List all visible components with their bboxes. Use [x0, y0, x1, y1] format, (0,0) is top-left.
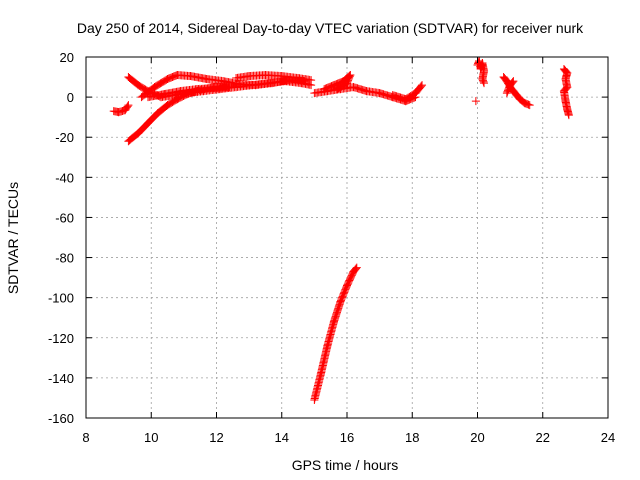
data-point [123, 102, 132, 111]
data-point [351, 264, 360, 273]
data-segment [388, 81, 427, 104]
y-tick-label: -100 [48, 291, 74, 306]
y-tick-label: -20 [55, 130, 74, 145]
data-point [418, 81, 427, 90]
data-segment [320, 71, 355, 94]
grid-lines [86, 57, 608, 418]
data-point [480, 79, 489, 88]
x-tick-label: 12 [209, 430, 223, 445]
data-point [518, 97, 527, 106]
data-point [524, 100, 533, 109]
x-tick-label: 14 [275, 430, 289, 445]
y-tick-label: -160 [48, 411, 74, 426]
x-axis-label: GPS time / hours [292, 457, 399, 473]
data-segment [232, 71, 316, 85]
data-point [471, 97, 480, 106]
data-point [307, 76, 316, 85]
data-segment [143, 83, 234, 102]
data-point [225, 83, 234, 92]
data-segment [559, 65, 573, 120]
data-point [509, 77, 518, 86]
data-point [561, 67, 570, 76]
data-point [351, 265, 360, 274]
y-tick-label: -80 [55, 251, 74, 266]
y-axis-label: SDTVAR / TECUs [5, 182, 21, 294]
x-tick-label: 10 [144, 430, 158, 445]
y-tick-label: 20 [60, 50, 74, 65]
y-tick-label: 0 [67, 90, 74, 105]
data-point [561, 85, 570, 94]
x-tick-label: 18 [405, 430, 419, 445]
data-segment [109, 101, 133, 117]
data-series [109, 57, 573, 404]
y-tick-label: -60 [55, 210, 74, 225]
data-segment [310, 263, 361, 404]
data-point [334, 84, 343, 93]
data-point [508, 78, 517, 87]
data-point [333, 85, 342, 94]
data-point [417, 82, 426, 91]
chart-title: Day 250 of 2014, Sidereal Day-to-day VTE… [77, 20, 584, 36]
y-tick-label: -140 [48, 371, 74, 386]
data-segment [502, 77, 518, 98]
x-tick-label: 22 [536, 430, 550, 445]
x-tick-label: 20 [470, 430, 484, 445]
data-point [525, 101, 534, 110]
data-point [124, 101, 133, 110]
y-tick-label: -120 [48, 331, 74, 346]
y-tick-label: -40 [55, 170, 74, 185]
x-tick-label: 8 [82, 430, 89, 445]
data-point [564, 111, 573, 120]
data-point [352, 263, 361, 272]
data-segment [471, 97, 480, 106]
x-tick-label: 24 [601, 430, 615, 445]
x-tick-label: 16 [340, 430, 354, 445]
axis-ticks: 8 10 12 14 16 18 20 22 24 -160 -140 -120 -100 -80 -60 -… [48, 50, 615, 445]
data-point [479, 77, 488, 86]
data-point [507, 79, 516, 88]
data-segment [473, 57, 489, 88]
